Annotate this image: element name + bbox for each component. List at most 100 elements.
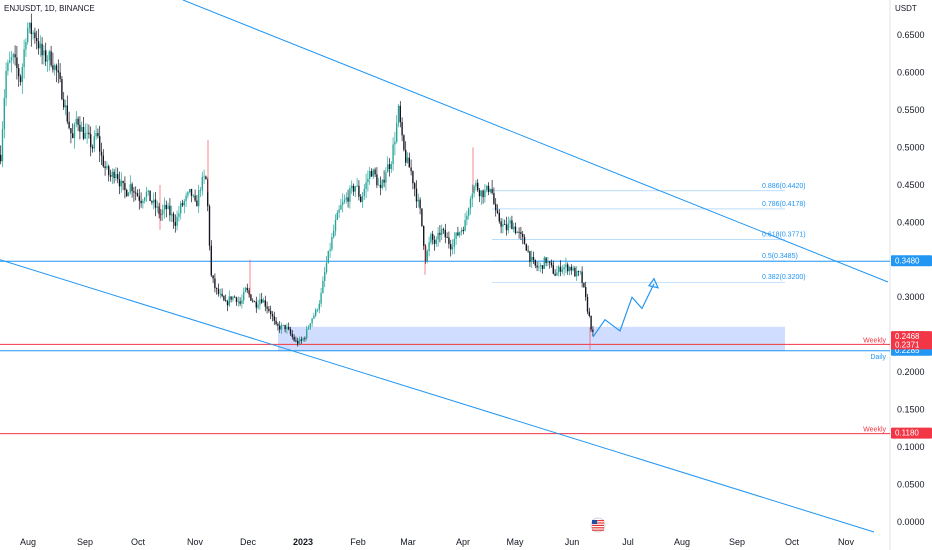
candle-body: [282, 324, 284, 326]
candle-body: [585, 287, 587, 297]
candle-body: [288, 326, 290, 330]
candle-body: [428, 242, 430, 252]
candle-body: [473, 186, 475, 194]
candle-body: [37, 41, 40, 49]
candle-body: [372, 169, 374, 177]
candle-body: [77, 118, 79, 125]
x-tick-label: Jul: [622, 537, 634, 547]
candle-body: [356, 185, 358, 187]
candle-body: [55, 65, 58, 71]
candle-body: [297, 340, 299, 344]
candle-body: [538, 266, 540, 268]
candle-body: [183, 200, 185, 206]
candle-body: [471, 193, 473, 199]
candle-body: [75, 118, 77, 125]
candle-body: [243, 292, 245, 301]
candle-body: [88, 132, 90, 135]
candle-body: [41, 43, 43, 56]
candle-body: [433, 239, 436, 244]
candle-body: [540, 265, 542, 267]
candle-body: [284, 324, 286, 330]
candle-body: [532, 256, 535, 260]
candle-body: [343, 199, 346, 203]
y-tick-label: 0.2000: [897, 367, 925, 377]
price-tag: [891, 339, 932, 350]
candle-body: [496, 210, 499, 213]
candle-body: [500, 221, 502, 227]
candle-body: [270, 310, 272, 315]
candle-body: [342, 202, 344, 205]
candle-body: [586, 296, 589, 312]
flag-stripe: [592, 522, 604, 524]
candle-body: [327, 250, 329, 263]
candle-body: [151, 201, 153, 203]
candle-body: [365, 182, 367, 189]
flag-stripe: [592, 529, 604, 531]
candle-body: [349, 188, 351, 202]
y-tick-label: 0.5500: [897, 105, 925, 115]
x-tick-label: Oct: [131, 537, 146, 547]
candle-body: [57, 70, 59, 73]
candle-body: [127, 192, 130, 197]
candle-body: [180, 203, 182, 214]
candle-body: [261, 299, 263, 303]
candle-body: [302, 338, 304, 341]
candle-body: [347, 197, 349, 202]
candle-body: [439, 232, 441, 235]
candle-body: [201, 177, 203, 191]
candle-body: [541, 265, 544, 269]
candle-body: [592, 329, 594, 332]
price-tag: [891, 255, 932, 267]
candle-body: [264, 300, 266, 307]
candle-body: [576, 271, 578, 277]
x-tick-label: Aug: [20, 537, 36, 547]
candle-body: [268, 308, 270, 311]
candle-body: [331, 237, 333, 250]
y-tick-label: 0.3000: [897, 292, 925, 302]
candle-body: [531, 256, 533, 262]
candle-body: [100, 151, 103, 156]
candle-body: [153, 199, 155, 203]
candle-body: [388, 164, 391, 169]
candle-body: [19, 76, 22, 82]
candle-body: [136, 193, 139, 197]
x-tick-label: Aug: [674, 537, 690, 547]
candle-body: [216, 288, 218, 289]
projection-path: [592, 283, 655, 338]
candle-body: [486, 185, 488, 191]
candle-body: [79, 124, 81, 132]
fibonacci-levels: 0.886(0.4420) 0.786(0.4178) 0.618(0.3771) 0…: [492, 183, 806, 283]
candle-body: [169, 205, 171, 216]
candle-body: [135, 192, 137, 194]
candle-body: [334, 219, 337, 231]
candle-body: [509, 220, 511, 224]
x-tick-label: 2023: [293, 537, 313, 547]
level-tag: Daily: [870, 354, 886, 361]
candle-body: [397, 105, 400, 124]
candle-body: [340, 204, 342, 210]
candle-body: [567, 264, 569, 272]
candle-body: [203, 176, 205, 178]
candle-body: [572, 267, 574, 271]
candle-body: [225, 300, 227, 302]
candle-body: [455, 232, 457, 239]
candle-body: [379, 184, 382, 188]
candle-body: [502, 224, 504, 227]
x-tick-label: Jun: [565, 537, 580, 547]
level-tag: Weekly: [863, 337, 886, 344]
candle-body: [329, 249, 331, 251]
candle-body: [559, 266, 562, 272]
candle-body: [498, 212, 500, 222]
candle-body: [286, 326, 288, 330]
candle-body: [482, 190, 484, 198]
candle-body: [113, 171, 115, 179]
projection-arrowhead: [647, 277, 660, 289]
candle-body: [583, 282, 585, 288]
candle-body: [108, 166, 110, 175]
candle-body: [118, 179, 121, 187]
y-tick-label: 0.0000: [897, 517, 925, 527]
symbol-label: ENJUSDT, 1D, BINANCE: [4, 4, 95, 13]
x-tick-label: Apr: [456, 537, 470, 547]
candle-body: [3, 98, 5, 130]
